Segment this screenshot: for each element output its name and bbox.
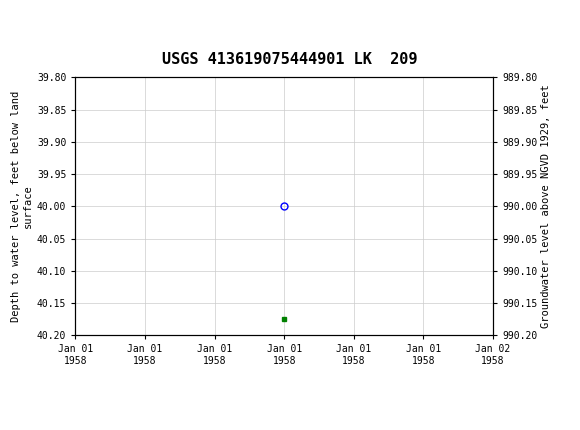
Text: ≋: ≋ [9, 11, 30, 34]
Y-axis label: Depth to water level, feet below land
surface: Depth to water level, feet below land su… [11, 91, 33, 322]
Text: USGS 413619075444901 LK  209: USGS 413619075444901 LK 209 [162, 52, 418, 67]
Y-axis label: Groundwater level above NGVD 1929, feet: Groundwater level above NGVD 1929, feet [542, 85, 552, 328]
Text: USGS: USGS [38, 14, 81, 31]
